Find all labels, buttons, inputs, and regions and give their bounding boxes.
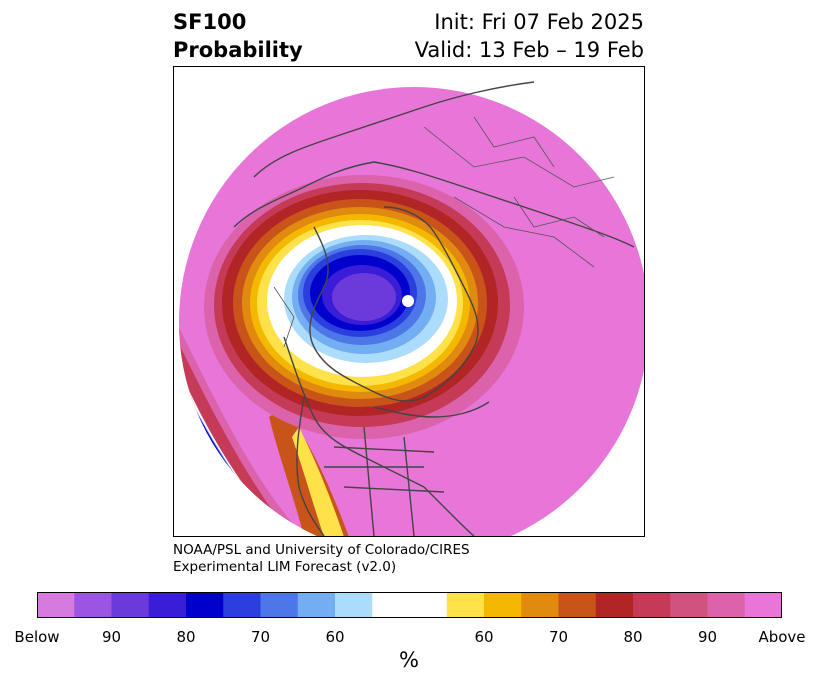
- credit-text: NOAA/PSL and University of Colorado/CIRE…: [173, 542, 470, 576]
- colorbar-cell: [74, 592, 112, 618]
- colorbar-cell: [186, 592, 224, 618]
- colorbar-tick-label: 90: [101, 628, 122, 646]
- coastlines: [233, 81, 635, 536]
- colorbar-cell: [335, 592, 373, 618]
- colorbar-cell: [484, 592, 522, 618]
- credit-line-1: NOAA/PSL and University of Colorado/CIRE…: [173, 542, 470, 558]
- colorbar-cell: [707, 592, 746, 618]
- colorbar-tick-label: 80: [176, 628, 196, 646]
- colorbar-tick-label: 70: [250, 628, 271, 646]
- colorbar-cell: [297, 592, 336, 618]
- init-date: Init: Fri 07 Feb 2025: [434, 10, 644, 34]
- colorbar-cell: [37, 592, 75, 618]
- colorbar-cell: [595, 592, 634, 618]
- polar-map: [179, 81, 644, 536]
- colorbar-cell: [260, 592, 299, 618]
- colorbar-cell: [409, 592, 448, 618]
- colorbar-tick-label: 90: [697, 628, 718, 646]
- variable-name: SF100: [173, 10, 247, 34]
- colorbar-cell: [558, 592, 597, 618]
- colorbar-cell: [446, 592, 485, 618]
- map-title-right: Init: Fri 07 Feb 2025 Valid: 13 Feb – 19…: [415, 8, 644, 64]
- valid-range: Valid: 13 Feb – 19 Feb: [414, 38, 644, 62]
- quantity-name: Probability: [173, 38, 303, 62]
- colorbar-cell: [223, 592, 261, 618]
- colorbar-tick-label: Below: [14, 628, 60, 646]
- colorbar-cell: [111, 592, 150, 618]
- colorbar-tick-label: 70: [548, 628, 569, 646]
- credit-line-2: Experimental LIM Forecast (v2.0): [173, 559, 397, 575]
- colorbar-cell: [521, 592, 559, 618]
- colorbar-tick-label: 60: [325, 628, 345, 646]
- map-title-left: SF100 Probability: [173, 8, 303, 64]
- colorbar-cell: [744, 592, 782, 618]
- colorbar-cell: [670, 592, 708, 618]
- colorbar-tick-label: Above: [758, 628, 806, 646]
- colorbar-outline: [37, 592, 782, 618]
- colorbar-cell: [633, 592, 671, 618]
- map-panel: [173, 66, 645, 537]
- colorbar-tick-label: 60: [474, 628, 494, 646]
- borders: [273, 116, 615, 348]
- colorbar-cell: [148, 592, 187, 618]
- colorbar: [37, 592, 782, 618]
- probability-field: [179, 87, 644, 536]
- colorbar-unit: %: [399, 648, 419, 672]
- colorbar-tick-label: 80: [623, 628, 643, 646]
- colorbar-cell: [372, 592, 410, 618]
